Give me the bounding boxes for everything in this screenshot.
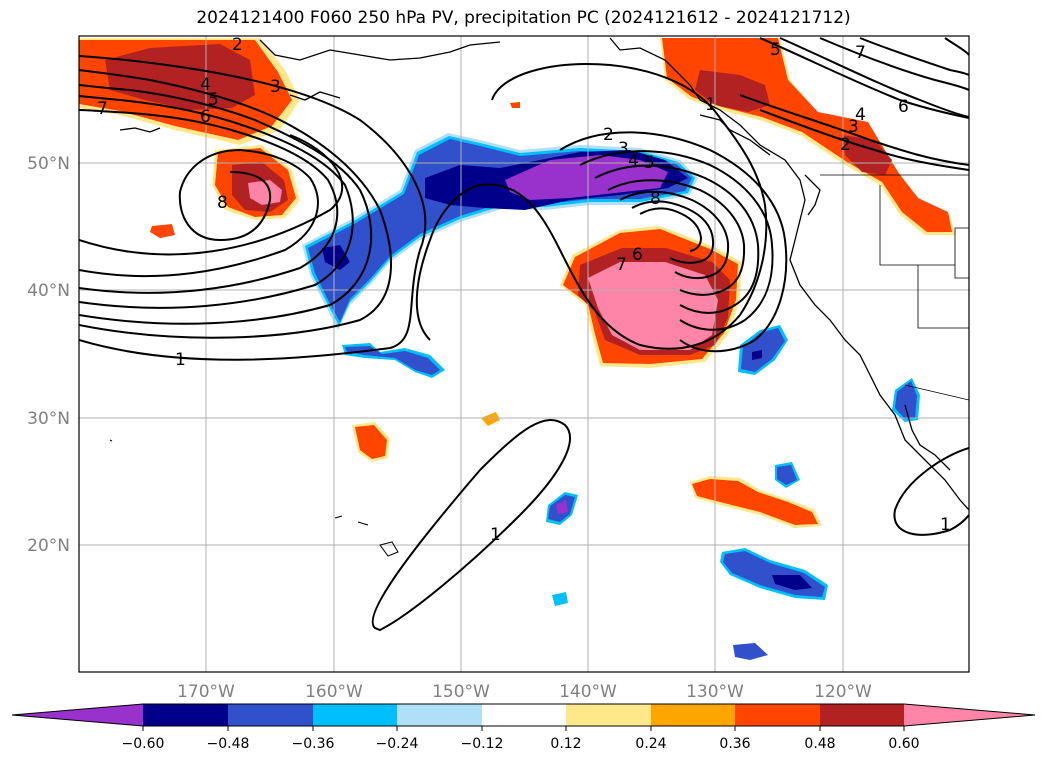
longitude-labels: 170°W 160°W 150°W 140°W 130°W 120°W	[177, 682, 872, 702]
colorbar-segment-neg-012-024	[397, 704, 482, 726]
contour-label-west-1: 1	[175, 350, 186, 370]
contour-label-east-4: 4	[855, 105, 866, 125]
contour-label-west-2: 2	[232, 35, 243, 55]
colorbar-segment-pos-048-060	[820, 704, 904, 726]
contour-label-central-7: 7	[616, 255, 627, 275]
colorbar-label-2: −0.48	[207, 736, 250, 752]
colorbar-segment-pos-036-048	[735, 704, 820, 726]
colorbar-segment-pos-012-024	[566, 704, 651, 726]
contour-label-west-5: 5	[208, 90, 219, 110]
warm-blob-north-central	[150, 145, 300, 238]
contour-label-northeast-1: 1	[705, 95, 716, 115]
lat-label-50n: 50°N	[27, 154, 70, 174]
warm-blob-small-set	[352, 102, 822, 528]
contour-label-east-6: 6	[898, 97, 909, 117]
colorbar-label-5: −0.12	[461, 736, 504, 752]
contour-label-central-3: 3	[618, 139, 629, 159]
map-frame	[78, 35, 970, 673]
contour-labels: 1 2 3 4 5 6 7 8 1 2 3 4 5 6 7 8 2 3 4 5 …	[97, 35, 951, 545]
colorbar-label-6: 0.12	[550, 736, 581, 752]
contour-label-east-3: 3	[848, 117, 859, 137]
lon-label-140w: 140°W	[559, 682, 617, 702]
colorbar-segment-pos-024-036	[651, 704, 735, 726]
boundaries	[820, 174, 969, 401]
contour-label-east-7: 7	[855, 43, 866, 63]
colorbar-segment-lt-060	[12, 704, 143, 726]
contour-label-west-4: 4	[200, 75, 211, 95]
map-title: 2024121400 F060 250 hPa PV, precipitatio…	[196, 8, 851, 28]
colorbar-segment-neg-048-060	[143, 704, 228, 726]
contour-label-east-5: 5	[770, 40, 781, 60]
colorbar-label-3: −0.36	[292, 736, 335, 752]
colorbar-segment-gt-060	[904, 704, 1035, 726]
lon-label-170w: 170°W	[177, 682, 235, 702]
lon-label-130w: 130°W	[686, 682, 744, 702]
contour-label-southeast-1: 1	[940, 515, 951, 535]
colorbar-segment-neutral	[482, 704, 566, 726]
colorbar-tick-labels: −0.60 −0.48 −0.36 −0.24 −0.12 0.12 0.24 …	[122, 736, 920, 752]
contour-label-central-2: 2	[603, 125, 614, 145]
warm-blob-northeast	[660, 38, 955, 235]
colorbar-label-10: 0.60	[888, 736, 919, 752]
colorbar-label-7: 0.24	[635, 736, 666, 752]
contour-label-central-6: 6	[632, 245, 643, 265]
contour-label-west-7: 7	[97, 99, 108, 119]
contour-label-central-8: 8	[650, 189, 661, 209]
latitude-labels: 20°N 30°N 40°N 50°N	[27, 154, 70, 556]
islands	[109, 439, 399, 557]
contour-label-west-6: 6	[200, 107, 211, 127]
colorbar-label-9: 0.48	[804, 736, 835, 752]
colorbar-ticks	[142, 726, 905, 731]
pv-contours	[79, 37, 969, 632]
colorbar-segment-neg-024-036	[313, 704, 397, 726]
warm-blob-northwest	[79, 38, 300, 145]
lon-label-160w: 160°W	[305, 682, 363, 702]
lat-label-40n: 40°N	[27, 281, 70, 301]
contour-label-west-8: 8	[217, 193, 228, 213]
lat-label-30n: 30°N	[27, 409, 70, 429]
colorbar-label-4: −0.24	[376, 736, 419, 752]
contour-label-central-4: 4	[628, 151, 639, 171]
colorbar-segment-neg-036-048	[228, 704, 313, 726]
colorbar-label-1: −0.60	[122, 736, 165, 752]
colorbar: −0.60 −0.48 −0.36 −0.24 −0.12 0.12 0.24 …	[11, 703, 1036, 752]
lat-label-20n: 20°N	[27, 536, 70, 556]
contour-label-east-2: 2	[840, 135, 851, 155]
contour-label-south-1: 1	[490, 525, 501, 545]
lon-label-120w: 120°W	[814, 682, 872, 702]
contour-label-central-5: 5	[644, 153, 655, 173]
lon-label-150w: 150°W	[432, 682, 490, 702]
colorbar-label-8: 0.36	[719, 736, 750, 752]
contour-label-west-3: 3	[270, 77, 281, 97]
map-layers: 1 2 3 4 5 6 7 8 1 2 3 4 5 6 7 8 2 3 4 5 …	[79, 35, 969, 672]
